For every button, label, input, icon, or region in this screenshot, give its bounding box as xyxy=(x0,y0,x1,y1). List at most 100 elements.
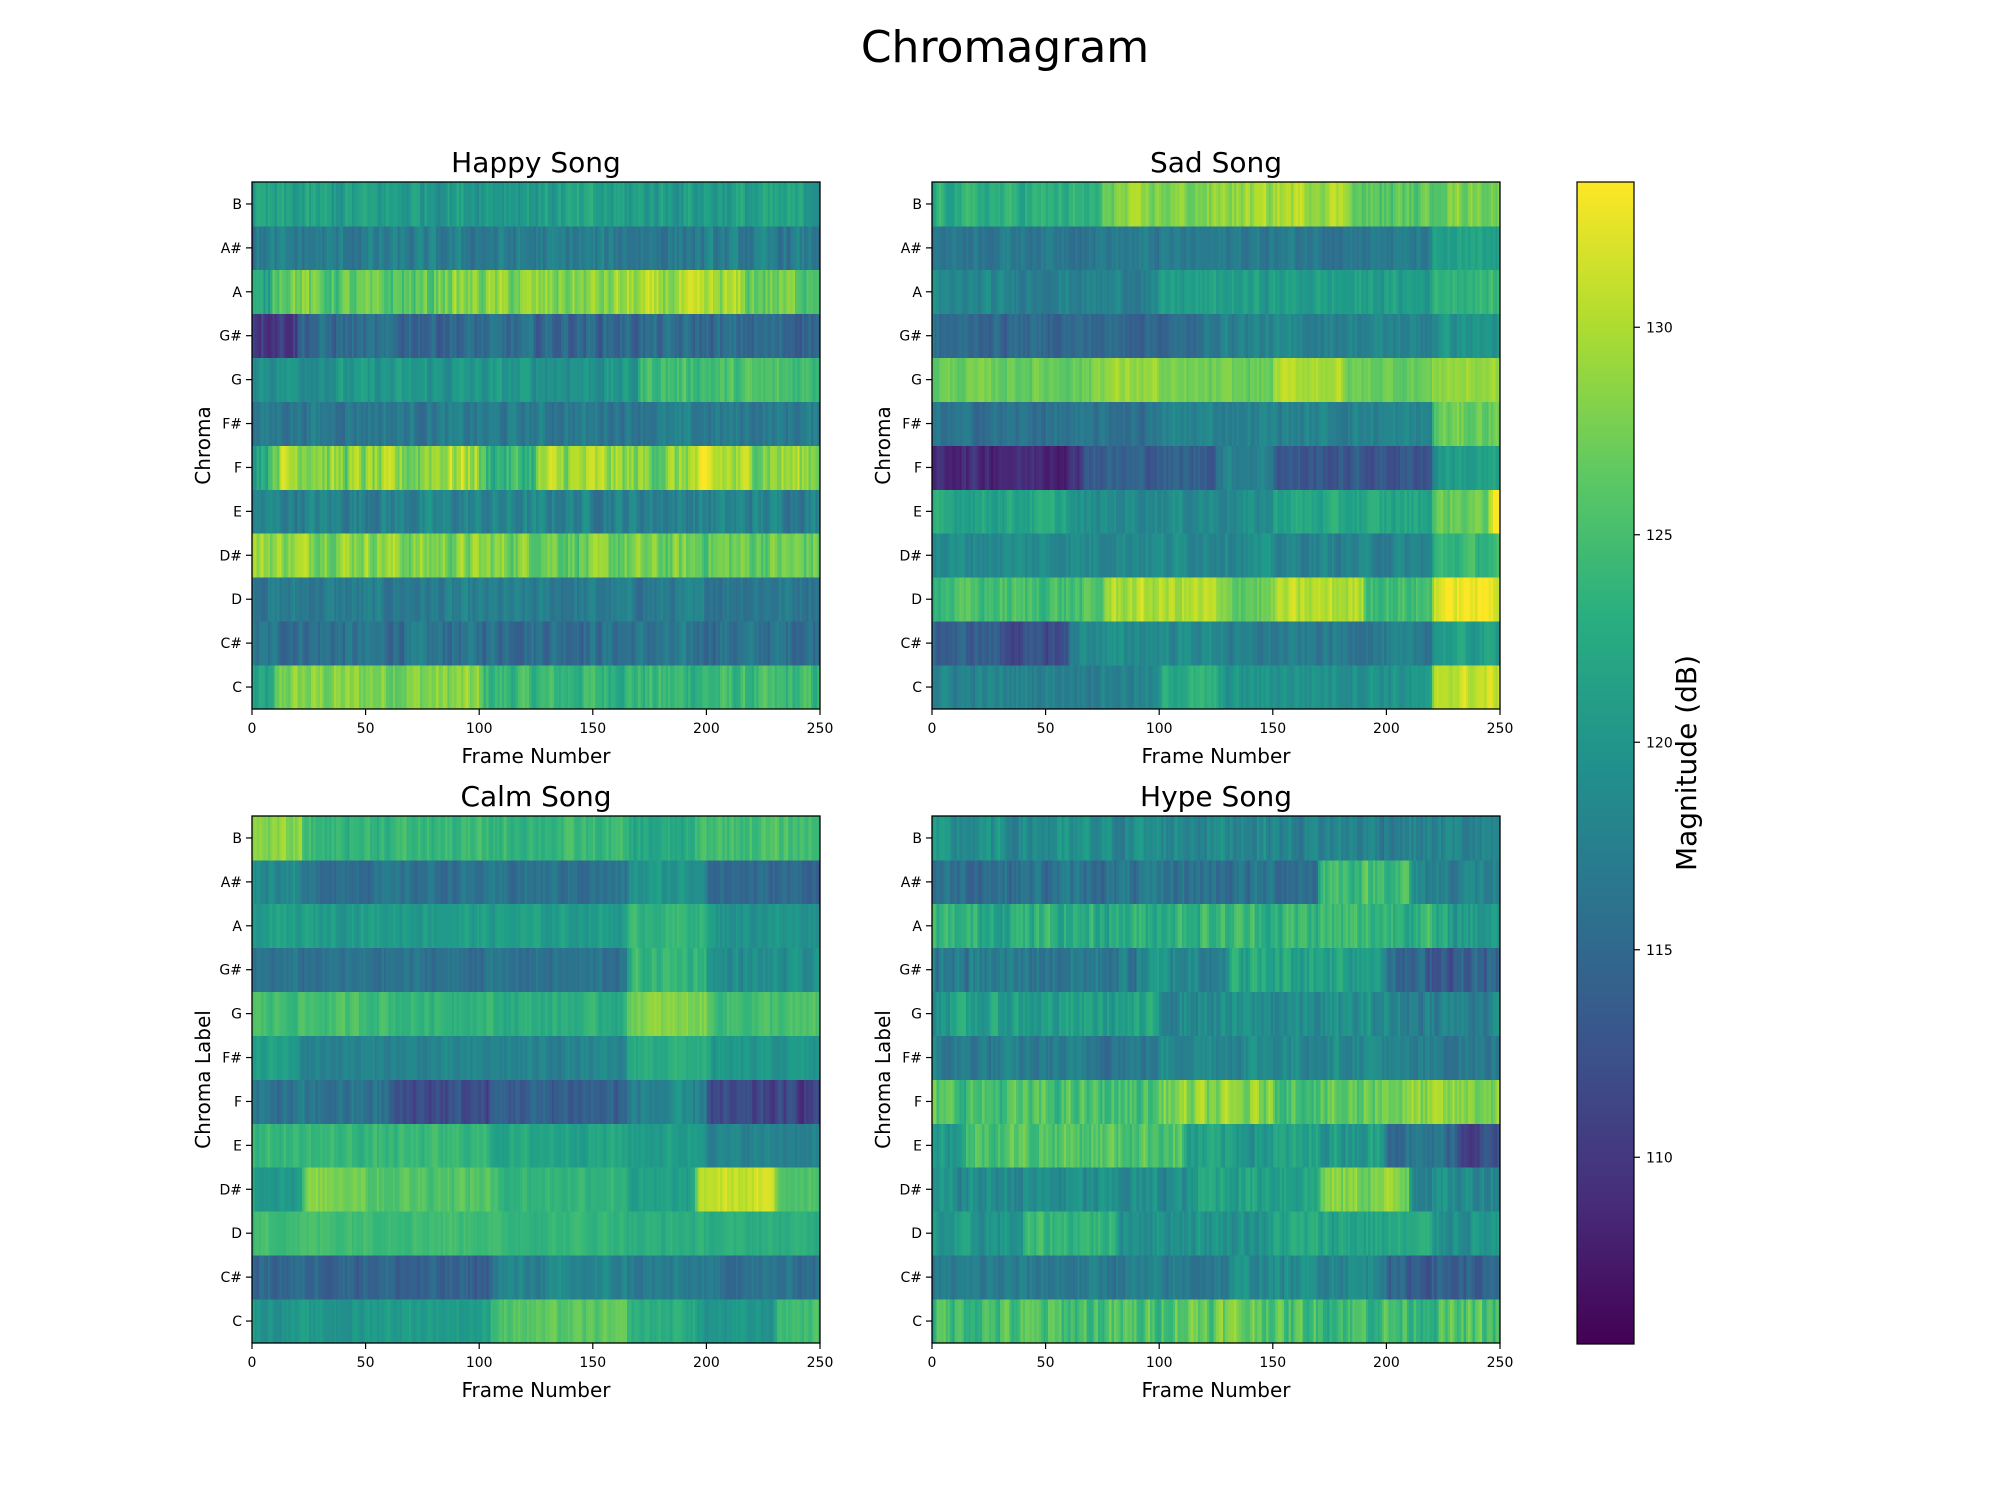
heat-cell xyxy=(550,358,553,402)
heat-cell xyxy=(804,533,807,577)
heat-cell xyxy=(1361,446,1364,490)
heat-cell xyxy=(1216,533,1219,577)
heat-cell xyxy=(452,533,455,577)
heat-cell xyxy=(1032,577,1035,621)
heat-cell xyxy=(584,402,587,446)
heat-cell xyxy=(1284,621,1287,665)
heat-cell xyxy=(604,577,607,621)
heat-cell xyxy=(1382,358,1385,402)
heat-cell xyxy=(1009,533,1012,577)
heat-cell xyxy=(743,577,746,621)
heat-cell xyxy=(1093,577,1096,621)
heat-cell xyxy=(946,577,949,621)
heat-cell xyxy=(1491,665,1494,709)
heat-cell xyxy=(497,358,500,402)
heat-cell xyxy=(643,182,646,226)
heat-cell xyxy=(616,358,619,402)
heat-cell xyxy=(404,182,407,226)
heat-cell xyxy=(461,577,464,621)
heat-cell xyxy=(388,533,391,577)
heat-cell xyxy=(1200,358,1203,402)
heat-cell xyxy=(577,489,580,533)
heat-cell xyxy=(606,577,609,621)
heat-cell xyxy=(650,577,653,621)
heat-cell xyxy=(1255,665,1258,709)
heat-cell xyxy=(1334,358,1337,402)
heat-cell xyxy=(729,446,732,490)
heat-cell xyxy=(366,577,369,621)
heat-cell xyxy=(1105,489,1108,533)
heat-cell xyxy=(1150,577,1153,621)
heat-cell xyxy=(1395,446,1398,490)
heat-cell xyxy=(784,226,787,270)
heat-cell xyxy=(1146,489,1149,533)
heat-cell xyxy=(1425,621,1428,665)
heat-cell xyxy=(1395,402,1398,446)
heat-cell xyxy=(438,533,441,577)
heat-cell xyxy=(688,270,691,314)
heat-cell xyxy=(386,489,389,533)
heat-cell xyxy=(811,665,814,709)
heat-cell xyxy=(368,402,371,446)
heat-cell xyxy=(946,402,949,446)
heat-cell xyxy=(1327,489,1330,533)
heat-cell xyxy=(427,270,430,314)
heat-cell xyxy=(1357,489,1360,533)
heat-cell xyxy=(1311,446,1314,490)
heat-cell xyxy=(1214,621,1217,665)
heat-cell xyxy=(1461,489,1464,533)
heat-cell xyxy=(481,489,484,533)
heat-cell xyxy=(1368,402,1371,446)
heat-cell xyxy=(1305,402,1308,446)
heat-cell xyxy=(1157,621,1160,665)
heat-cell xyxy=(939,665,942,709)
heat-cell xyxy=(1255,533,1258,577)
heat-cell xyxy=(1357,577,1360,621)
heat-cell xyxy=(470,621,473,665)
heat-cell xyxy=(672,182,675,226)
heat-cell xyxy=(784,446,787,490)
heat-cell xyxy=(452,446,455,490)
heat-cell xyxy=(420,446,423,490)
heat-cell xyxy=(695,226,698,270)
heat-cell xyxy=(1202,577,1205,621)
heat-cell xyxy=(1218,489,1221,533)
heat-cell xyxy=(747,621,750,665)
heat-cell xyxy=(547,577,550,621)
heat-cell xyxy=(955,577,958,621)
heat-cell xyxy=(652,489,655,533)
heat-cell xyxy=(1087,489,1090,533)
heat-cell xyxy=(509,533,512,577)
heat-cell xyxy=(452,489,455,533)
heat-cell xyxy=(1205,358,1208,402)
heat-cell xyxy=(329,182,332,226)
heat-cell xyxy=(1384,665,1387,709)
heat-cell xyxy=(597,489,600,533)
heat-cell xyxy=(1418,446,1421,490)
heat-cell xyxy=(1327,665,1330,709)
heat-cell xyxy=(556,577,559,621)
heat-cell xyxy=(1225,621,1228,665)
heat-cell xyxy=(316,358,319,402)
heat-cell xyxy=(975,577,978,621)
heat-cell xyxy=(1450,402,1453,446)
heat-cell xyxy=(534,270,537,314)
heat-cell xyxy=(1132,665,1135,709)
heat-cell xyxy=(1186,577,1189,621)
heat-cell xyxy=(304,577,307,621)
heat-cell xyxy=(345,489,348,533)
heat-cell xyxy=(293,665,296,709)
heat-cell xyxy=(704,358,707,402)
heat-cell xyxy=(957,621,960,665)
heat-cell xyxy=(761,665,764,709)
heat-cell xyxy=(581,577,584,621)
heat-cell xyxy=(463,489,466,533)
heat-cell xyxy=(677,533,680,577)
heat-cell xyxy=(1046,665,1049,709)
heat-cell xyxy=(663,270,666,314)
heat-cell xyxy=(729,489,732,533)
heat-cell xyxy=(1012,577,1015,621)
heat-cell xyxy=(1089,533,1092,577)
heat-cell xyxy=(266,665,269,709)
